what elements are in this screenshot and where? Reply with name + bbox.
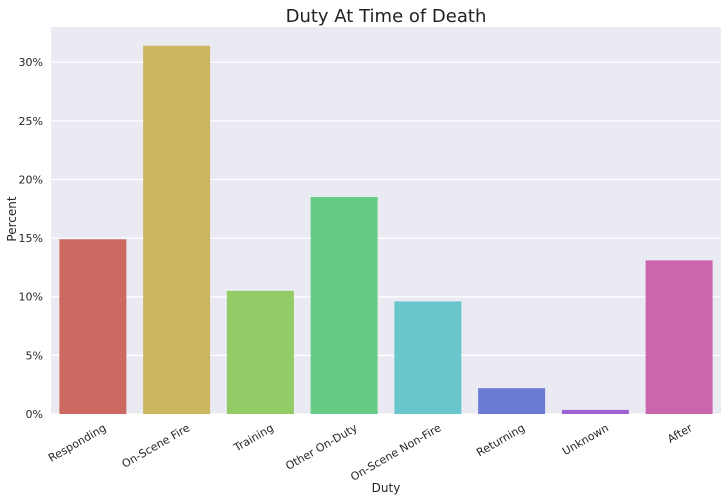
y-tick-label: 10% xyxy=(19,291,43,304)
y-tick-label: 0% xyxy=(26,408,43,421)
y-tick-label: 20% xyxy=(19,173,43,186)
x-tick-label: On-Scene Fire xyxy=(120,421,193,471)
bars xyxy=(59,45,713,414)
chart-title: Duty At Time of Death xyxy=(286,6,487,27)
x-tick-label: Responding xyxy=(46,421,108,464)
bar xyxy=(310,197,378,414)
bar xyxy=(59,239,127,414)
bar xyxy=(561,409,629,414)
x-tick-label: Training xyxy=(231,421,276,454)
x-tick-label: On-Scene Non-Fire xyxy=(348,421,443,483)
x-tick-label: Other On-Duty xyxy=(283,421,360,473)
y-tick-labels: 0% 5% 10% 15% 20% 25% 30% xyxy=(19,56,43,421)
x-tick-label: Unknown xyxy=(560,421,611,458)
x-tick-label: Returning xyxy=(474,421,527,459)
bar xyxy=(226,290,294,414)
y-tick-label: 5% xyxy=(26,349,43,362)
bar xyxy=(645,260,713,414)
x-tick-label: After xyxy=(665,421,695,446)
y-tick-label: 30% xyxy=(19,56,43,69)
x-axis-label: Duty xyxy=(372,481,401,495)
y-tick-label: 25% xyxy=(19,115,43,128)
y-axis-label: Percent xyxy=(5,196,19,241)
y-tick-label: 15% xyxy=(19,232,43,245)
bar xyxy=(394,301,462,414)
x-tick-labels: Responding On-Scene Fire Training Other On-… xyxy=(46,421,695,484)
bar xyxy=(143,45,211,414)
bar xyxy=(478,388,546,414)
